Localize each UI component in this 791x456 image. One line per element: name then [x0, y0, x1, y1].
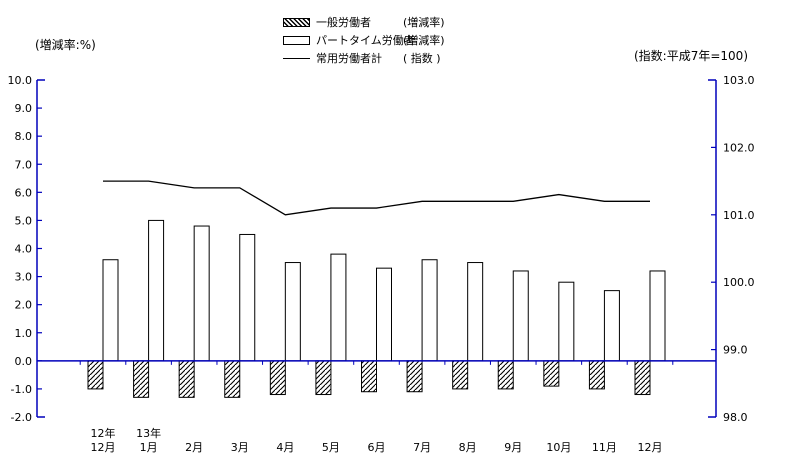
- left-axis-tick-label: -2.0: [11, 411, 32, 424]
- left-axis-tick-label: -1.0: [11, 383, 32, 396]
- line-swatch-icon: [283, 57, 310, 59]
- bar-general-worker: [634, 360, 651, 396]
- legend-qualifier: (増減率): [403, 16, 445, 29]
- bar-general-worker: [361, 360, 377, 393]
- bar-parttime-worker: [467, 262, 484, 362]
- left-axis-tick-label: 6.0: [15, 186, 33, 199]
- left-axis-tick-label: 10.0: [8, 74, 33, 87]
- bar-parttime-worker: [102, 259, 119, 362]
- bar-parttime-worker: [239, 233, 256, 362]
- legend-label: パートタイム労働者: [316, 34, 415, 47]
- left-axis-tick-label: 1.0: [15, 327, 33, 340]
- right-axis-tick-label: 99.0: [723, 344, 748, 357]
- white-bar-swatch-icon: [283, 35, 310, 45]
- bar-parttime-worker: [284, 262, 301, 362]
- right-axis-unit-label: (指数:平成7年=100): [634, 49, 749, 63]
- x-tick-month-label: 3月: [231, 441, 249, 454]
- right-axis-tick-label: 100.0: [723, 276, 755, 289]
- bar-general-worker: [406, 360, 423, 393]
- x-tick-month-label: 6月: [368, 441, 386, 454]
- x-tick-month-label: 4月: [276, 441, 294, 454]
- left-axis-tick-label: 9.0: [15, 102, 33, 115]
- bar-general-worker: [543, 360, 560, 387]
- x-tick-month-label: 5月: [322, 441, 340, 454]
- legend: 一般労働者 (増減率) パートタイム労働者 (増減率) 常用労働者計 ( 指数 …: [283, 13, 445, 67]
- right-axis-tick-label: 101.0: [723, 209, 755, 222]
- x-tick-month-label: 7月: [413, 441, 431, 454]
- x-tick-month-label: 12月: [91, 441, 116, 454]
- x-tick-year-label: 13年: [136, 426, 161, 440]
- legend-qualifier: (増減率): [403, 34, 445, 47]
- bar-general-worker: [224, 360, 241, 398]
- bar-general-worker: [87, 360, 104, 390]
- bar-parttime-worker: [512, 270, 529, 362]
- legend-label: 一般労働者: [316, 16, 371, 29]
- right-axis-tick-label: 98.0: [723, 411, 748, 424]
- hatched-bar-swatch-icon: [283, 17, 310, 27]
- bar-general-worker: [452, 360, 469, 390]
- legend-qualifier: ( 指数 ): [403, 52, 441, 65]
- bar-parttime-worker: [421, 259, 438, 362]
- bar-parttime-worker: [193, 225, 210, 362]
- left-axis-tick-label: 4.0: [15, 243, 33, 256]
- bar-parttime-worker: [649, 270, 666, 362]
- bar-general-worker: [178, 360, 195, 398]
- bar-parttime-worker: [558, 281, 575, 362]
- right-axis-tick-label: 102.0: [723, 141, 755, 154]
- left-axis-tick-label: 0.0: [15, 355, 33, 368]
- bar-general-worker: [269, 360, 286, 396]
- left-axis-tick-label: 2.0: [15, 299, 33, 312]
- index-line: [103, 180, 650, 216]
- bar-general-worker: [133, 360, 150, 398]
- x-tick-year-label: 12年: [91, 426, 116, 440]
- bar-parttime-worker: [330, 253, 347, 362]
- x-tick-month-label: 9月: [504, 441, 522, 454]
- legend-item-general-workers: 一般労働者 (増減率): [283, 13, 445, 31]
- legend-label: 常用労働者計: [316, 52, 382, 65]
- bar-parttime-worker: [148, 219, 165, 362]
- x-tick-month-label: 8月: [459, 441, 477, 454]
- bar-general-worker: [588, 360, 605, 390]
- bar-parttime-worker: [603, 290, 620, 362]
- x-tick-month-label: 11月: [592, 441, 617, 454]
- right-axis-tick-label: 103.0: [723, 74, 755, 87]
- left-axis-unit-label: (増減率:%): [35, 38, 96, 52]
- legend-item-parttime-workers: パートタイム労働者 (増減率): [283, 31, 445, 49]
- legend-item-regular-workers-index: 常用労働者計 ( 指数 ): [283, 49, 445, 67]
- left-axis-tick-label: 5.0: [15, 214, 33, 227]
- x-tick-month-label: 12月: [638, 441, 663, 454]
- left-axis-tick-label: 3.0: [15, 271, 33, 284]
- bar-general-worker: [315, 360, 332, 396]
- left-axis-tick-label: 7.0: [15, 158, 33, 171]
- x-tick-month-label: 2月: [185, 441, 203, 454]
- x-tick-month-label: 10月: [546, 441, 571, 454]
- bar-parttime-worker: [376, 267, 392, 362]
- bar-general-worker: [497, 360, 514, 390]
- x-tick-month-label: 1月: [140, 441, 158, 454]
- left-axis-tick-label: 8.0: [15, 130, 33, 143]
